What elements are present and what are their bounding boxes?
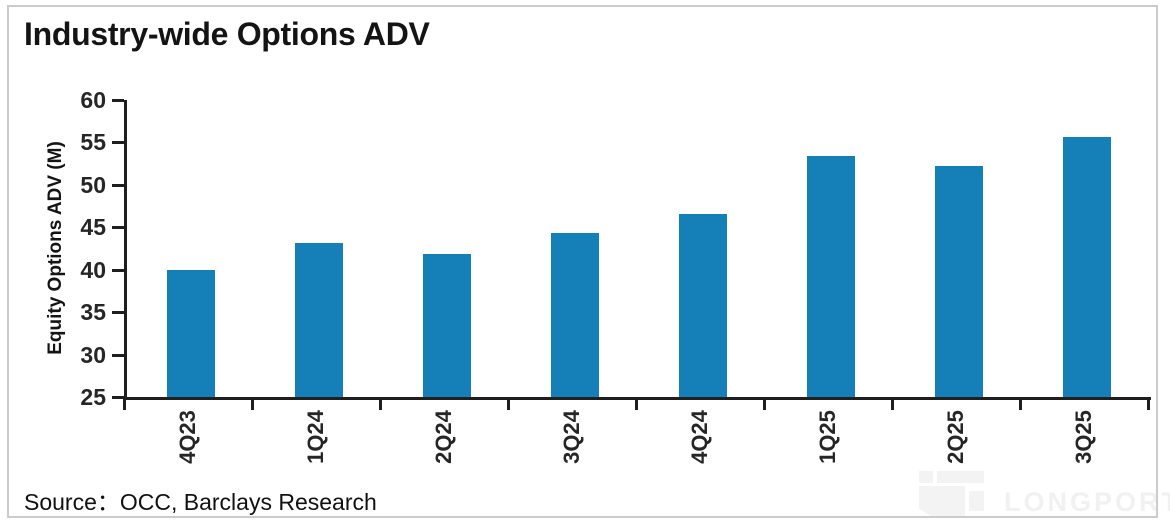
bar-slot <box>639 100 767 397</box>
y-tick-mark <box>112 141 124 145</box>
y-tick-mark <box>112 353 124 357</box>
y-tick-label: 35 <box>80 299 106 326</box>
x-label-slot: 1Q24 <box>252 406 380 468</box>
bar-slot <box>767 100 895 397</box>
x-tick-label: 1Q25 <box>815 410 840 464</box>
x-tick-mark <box>1018 399 1022 410</box>
y-tick-label: 45 <box>80 214 106 241</box>
x-tick-label: 2Q25 <box>943 410 968 464</box>
x-tick-label: 4Q23 <box>175 410 200 464</box>
y-tick-mark <box>112 99 124 102</box>
x-tick-label: 4Q24 <box>687 410 712 464</box>
x-tick-mark <box>378 399 382 410</box>
source-note: Source：OCC, Barclays Research <box>24 489 377 515</box>
x-tick-mark <box>762 399 766 410</box>
y-tick-label: 30 <box>80 341 106 368</box>
watermark-logo-block <box>969 491 984 511</box>
x-label-slot: 2Q24 <box>380 406 508 468</box>
y-tick-mark <box>112 311 124 315</box>
watermark-logo-bar <box>937 471 984 483</box>
bar-slot <box>511 100 639 397</box>
x-tick-mark <box>506 399 510 410</box>
bar-slot <box>127 100 255 397</box>
watermark-logo-bubble-icon <box>919 486 965 516</box>
x-label-slot: 4Q23 <box>124 406 252 468</box>
watermark-logo-square <box>919 471 933 483</box>
x-tick-label: 3Q25 <box>1071 410 1096 464</box>
x-label-slot: 3Q25 <box>1020 406 1148 468</box>
x-label-slot: 4Q24 <box>636 406 764 468</box>
bar-2Q24 <box>423 253 471 397</box>
x-tick-label: 1Q24 <box>303 410 328 464</box>
y-tick-mark <box>112 226 124 230</box>
x-tick-mark <box>250 399 254 410</box>
bar-1Q24 <box>295 243 343 397</box>
bar-slot <box>1023 100 1151 397</box>
bar-slot <box>255 100 383 397</box>
y-tick-mark <box>112 396 124 399</box>
y-tick-label: 40 <box>80 256 106 283</box>
bar-4Q24 <box>679 213 727 397</box>
x-tick-mark <box>634 399 638 410</box>
y-tick-label: 60 <box>80 87 106 113</box>
y-tick-label: 25 <box>80 384 106 410</box>
bar-1Q25 <box>807 156 855 397</box>
x-tick-label: 2Q24 <box>431 410 456 464</box>
bar-series <box>127 100 1151 397</box>
bar-2Q25 <box>935 166 983 397</box>
x-axis-labels: 4Q23 1Q24 2Q24 3Q24 4Q24 1Q25 2Q25 3Q25 <box>124 406 1148 468</box>
bar-3Q24 <box>551 233 599 397</box>
y-tick-label: 55 <box>80 129 106 156</box>
bar-slot <box>383 100 511 397</box>
chart-title: Industry-wide Options ADV <box>24 16 430 52</box>
bar-slot <box>895 100 1023 397</box>
x-label-slot: 3Q24 <box>508 406 636 468</box>
x-tick-label: 3Q24 <box>559 410 584 464</box>
watermark-text: LONGPORT <box>1004 487 1170 517</box>
x-label-slot: 1Q25 <box>764 406 892 468</box>
bar-3Q25 <box>1063 137 1111 397</box>
x-tick-mark <box>1146 399 1150 410</box>
x-tick-mark <box>890 399 894 410</box>
x-label-slot: 2Q25 <box>892 406 1020 468</box>
y-tick-mark <box>112 268 124 272</box>
bar-4Q23 <box>167 269 215 397</box>
plot-area <box>124 100 1151 400</box>
y-tick-mark <box>112 183 124 187</box>
x-tick-mark <box>122 399 126 410</box>
y-tick-label: 50 <box>80 171 106 198</box>
